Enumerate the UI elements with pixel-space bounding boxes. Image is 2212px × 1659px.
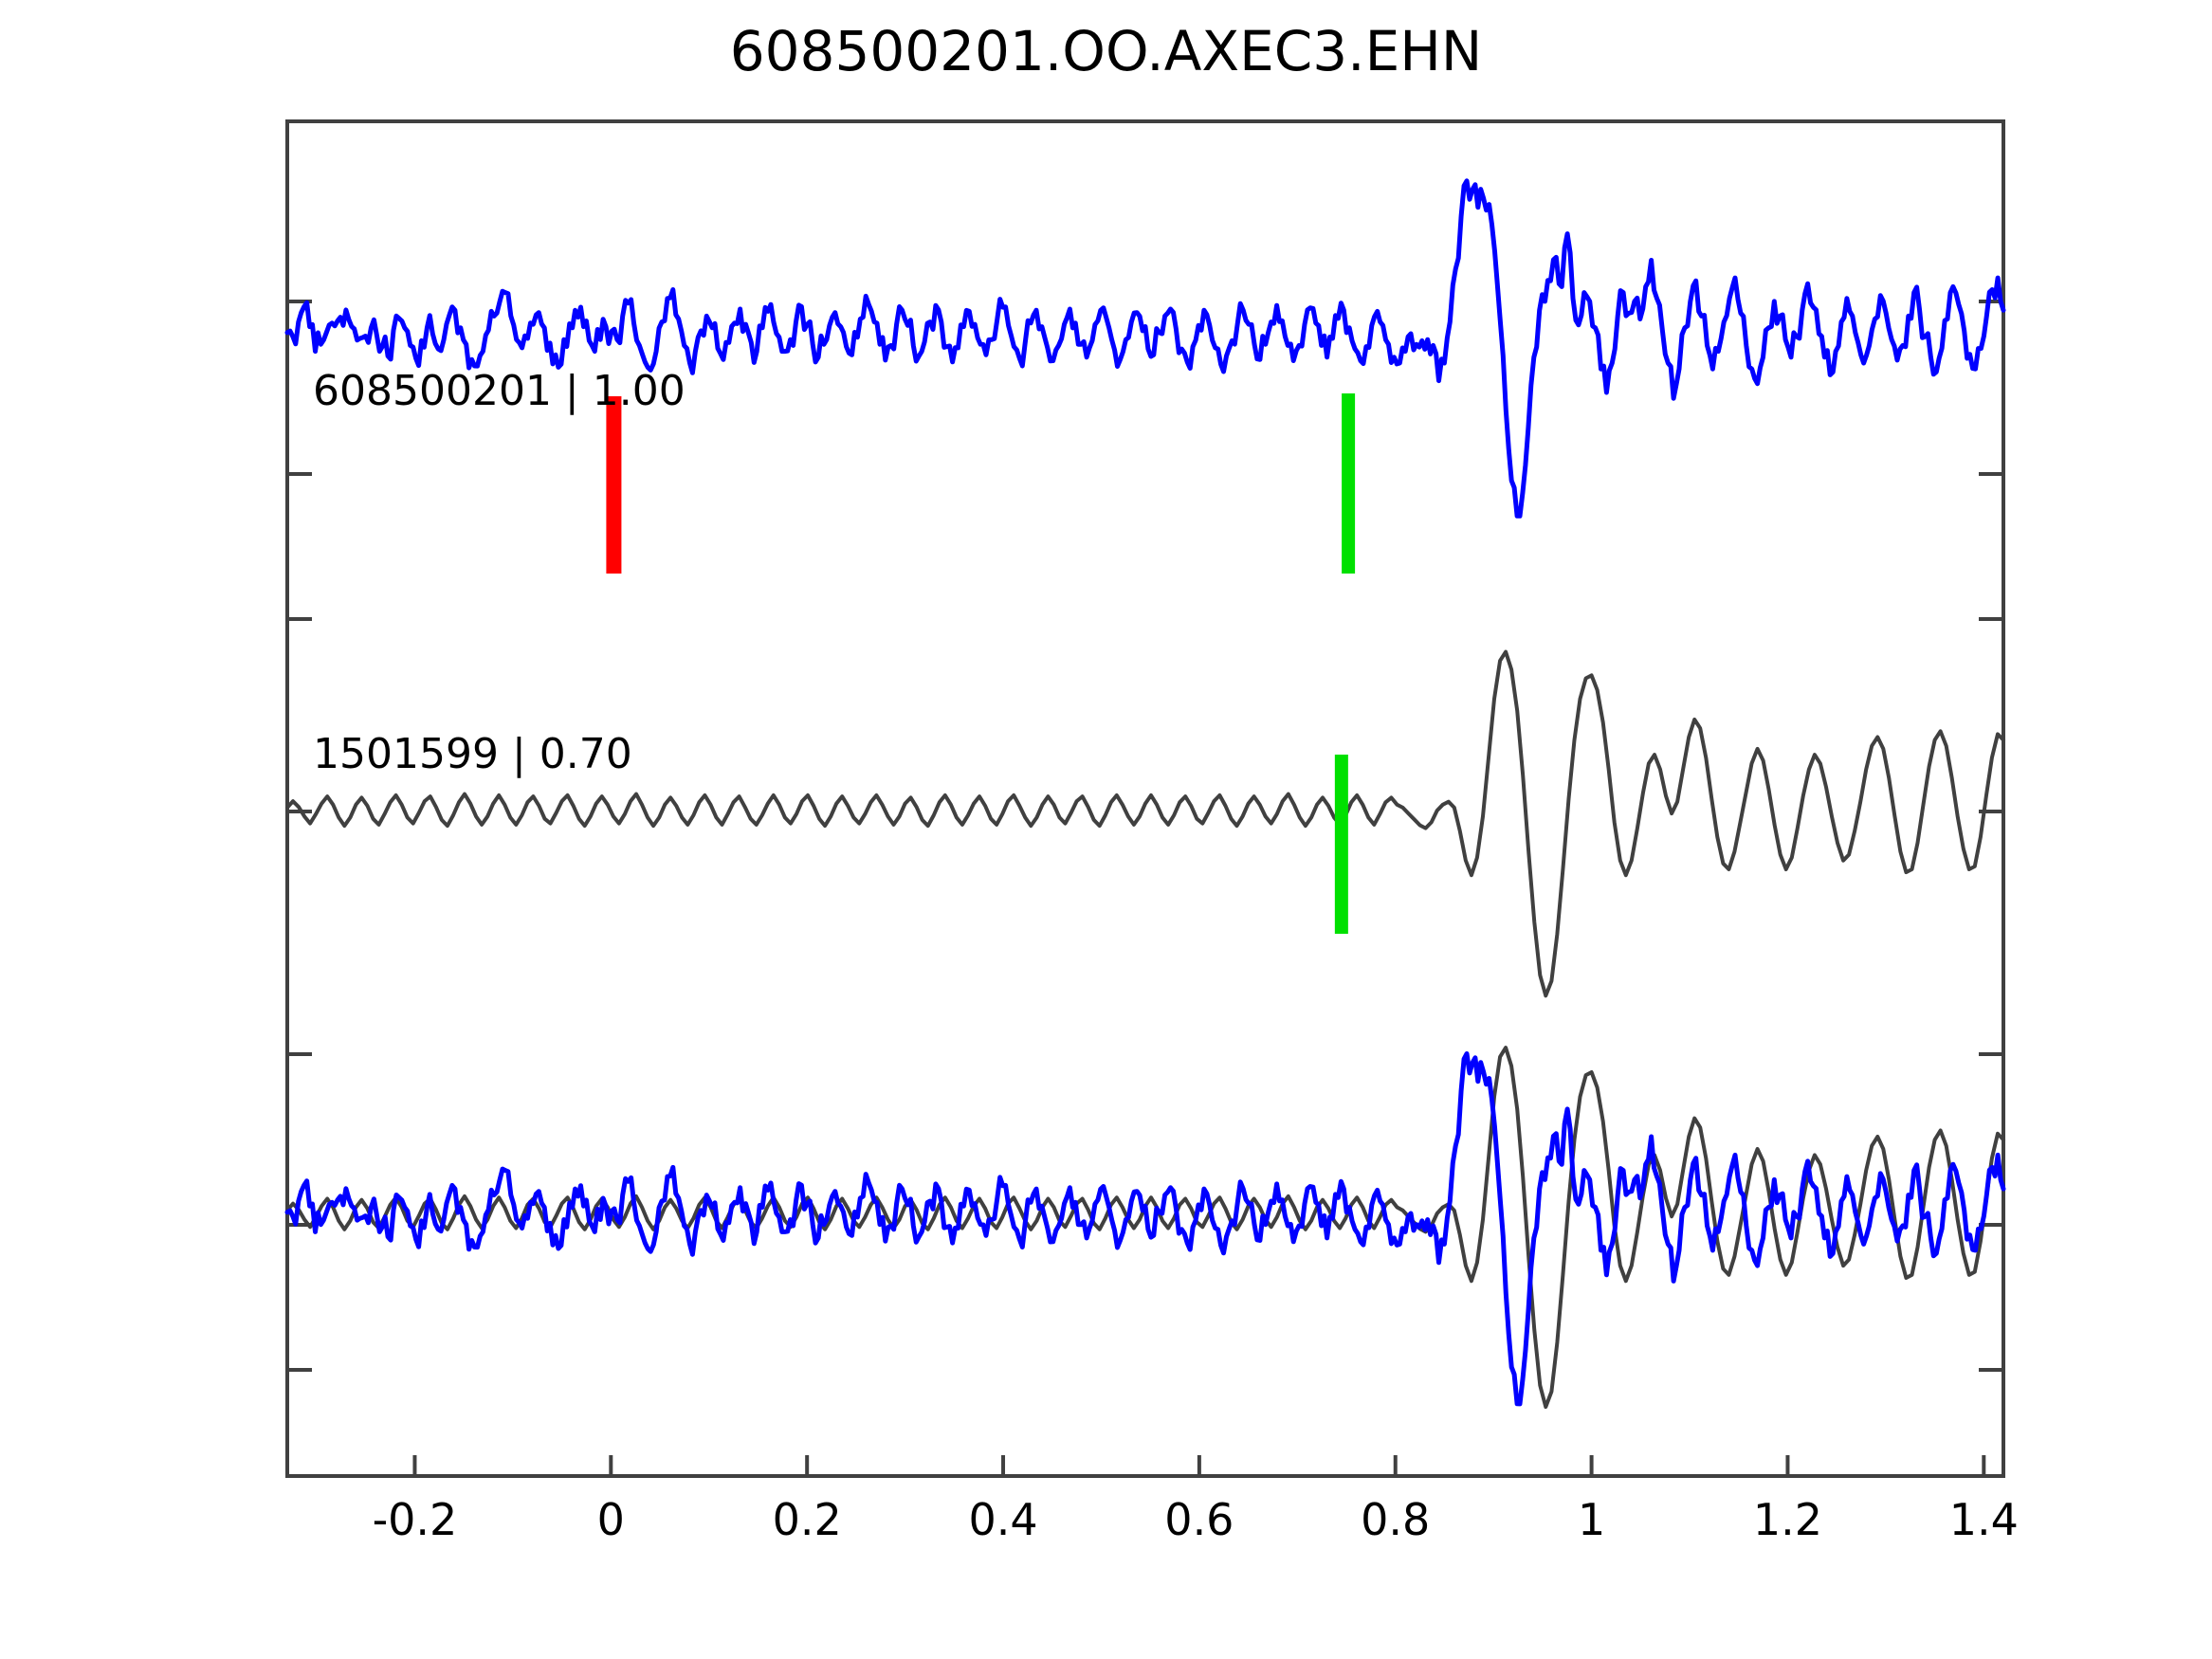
p-pick-marker	[606, 396, 622, 574]
x-tick-label: 0.2	[773, 1494, 842, 1545]
s-pick-detection-marker	[1334, 755, 1348, 934]
pick-marker-group	[606, 393, 1356, 934]
page-title: 608500201.OO.AXEC3.EHN	[729, 19, 1483, 83]
x-tick-label: 0.4	[968, 1494, 1037, 1545]
x-tick-label: -0.2	[373, 1494, 458, 1545]
x-tick-label: 1.2	[1753, 1494, 1822, 1545]
x-tick-label: 0.6	[1164, 1494, 1234, 1545]
x-tick-label: 1	[1578, 1494, 1605, 1545]
y-axis-ticks	[287, 300, 2003, 1372]
waveform-detection-row1	[285, 649, 2005, 998]
x-tick-label: 0	[597, 1494, 625, 1545]
waveform-group	[284, 178, 2006, 1410]
waveform-template-row0	[284, 178, 2006, 519]
trace-label-template: 608500201 | 1.00	[313, 367, 686, 415]
x-tick-label: 1.4	[1949, 1494, 2019, 1545]
waveform-template-row2	[284, 1051, 2006, 1407]
trace-label-detection: 1501599 | 0.70	[313, 730, 632, 778]
x-tick-label: 0.8	[1361, 1494, 1430, 1545]
x-axis-ticks: -0.2 0 0.2 0.4 0.6 0.8 1 1.2 1.4	[373, 1455, 2019, 1545]
s-pick-template-marker	[1342, 393, 1356, 574]
